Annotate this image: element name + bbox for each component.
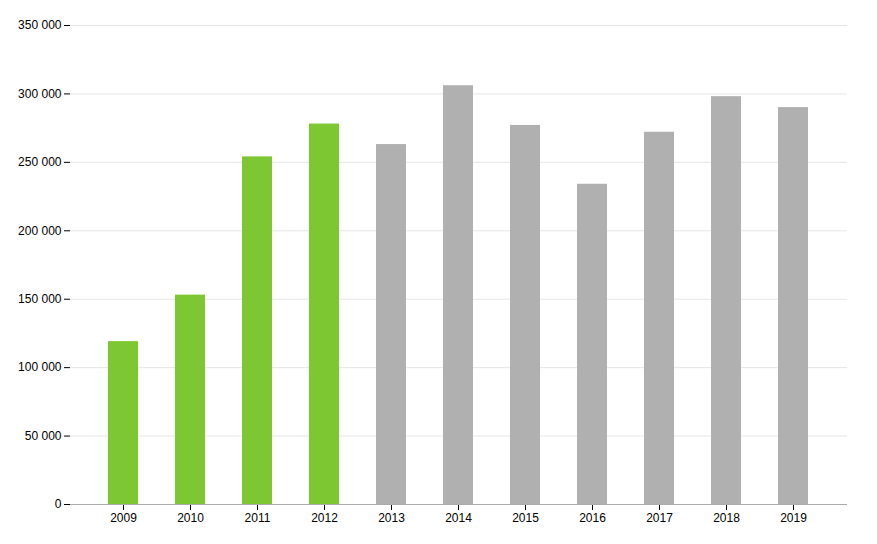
svg-text:200 000: 200 000 (18, 224, 62, 238)
svg-text:2017: 2017 (646, 511, 673, 525)
svg-text:2010: 2010 (177, 511, 204, 525)
svg-text:100 000: 100 000 (18, 360, 62, 374)
svg-text:2016: 2016 (579, 511, 606, 525)
svg-text:2012: 2012 (311, 511, 338, 525)
svg-text:2009: 2009 (110, 511, 137, 525)
svg-text:0: 0 (55, 497, 62, 511)
svg-text:2015: 2015 (512, 511, 539, 525)
svg-text:350 000: 350 000 (18, 18, 62, 32)
svg-text:2013: 2013 (378, 511, 405, 525)
svg-text:300 000: 300 000 (18, 87, 62, 101)
svg-text:250 000: 250 000 (18, 155, 62, 169)
svg-text:50 000: 50 000 (25, 429, 62, 443)
svg-text:2011: 2011 (245, 511, 271, 525)
svg-text:2014: 2014 (445, 511, 472, 525)
svg-text:150 000: 150 000 (18, 292, 62, 306)
svg-text:2019: 2019 (780, 511, 807, 525)
svg-text:2018: 2018 (713, 511, 740, 525)
